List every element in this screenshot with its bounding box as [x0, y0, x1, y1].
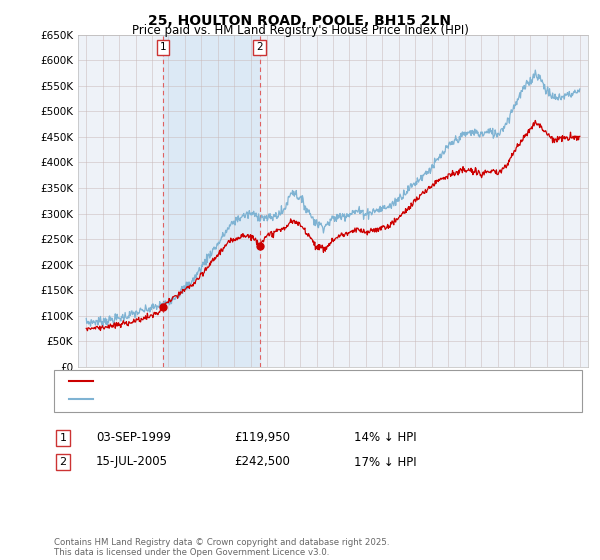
Text: 2: 2: [59, 457, 67, 467]
Text: Price paid vs. HM Land Registry's House Price Index (HPI): Price paid vs. HM Land Registry's House …: [131, 24, 469, 37]
Text: 15-JUL-2005: 15-JUL-2005: [96, 455, 168, 469]
Text: £119,950: £119,950: [234, 431, 290, 445]
Text: Contains HM Land Registry data © Crown copyright and database right 2025.
This d: Contains HM Land Registry data © Crown c…: [54, 538, 389, 557]
Text: 1: 1: [160, 43, 166, 53]
Text: £242,500: £242,500: [234, 455, 290, 469]
Bar: [163, 35, 260, 367]
Text: 17% ↓ HPI: 17% ↓ HPI: [354, 455, 416, 469]
Text: 25, HOULTON ROAD, POOLE, BH15 2LN: 25, HOULTON ROAD, POOLE, BH15 2LN: [149, 14, 452, 28]
Text: 03-SEP-1999: 03-SEP-1999: [96, 431, 171, 445]
Text: 1: 1: [59, 433, 67, 443]
Text: 25, HOULTON ROAD, POOLE, BH15 2LN (detached house): 25, HOULTON ROAD, POOLE, BH15 2LN (detac…: [97, 376, 395, 386]
Text: HPI: Average price, detached house, Bournemouth Christchurch and Poole: HPI: Average price, detached house, Bour…: [97, 394, 485, 404]
Text: 14% ↓ HPI: 14% ↓ HPI: [354, 431, 416, 445]
Text: 2: 2: [256, 43, 263, 53]
